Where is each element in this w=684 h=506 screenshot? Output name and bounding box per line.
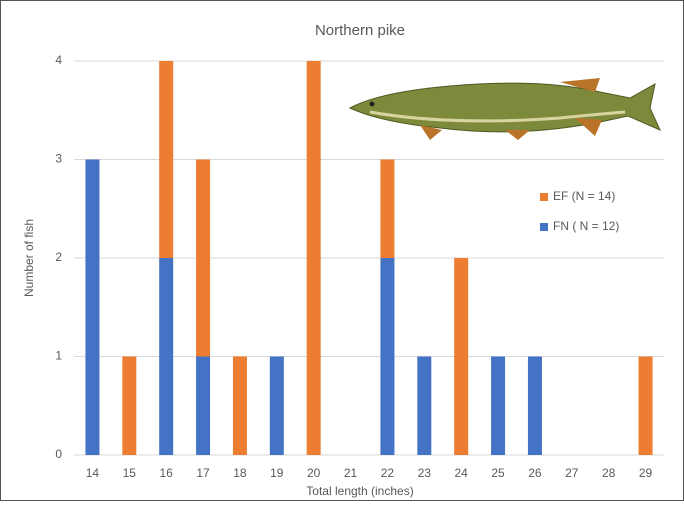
- x-tick-label: 27: [565, 466, 579, 480]
- x-tick-label: 21: [344, 466, 358, 480]
- x-tick-label: 20: [307, 466, 321, 480]
- bar-segment: [232, 356, 247, 455]
- bar-segment: [380, 258, 395, 455]
- y-tick-label: 0: [55, 447, 62, 461]
- y-tick-label: 1: [55, 349, 62, 363]
- bar-segment: [454, 258, 469, 455]
- x-tick-label: 19: [270, 466, 284, 480]
- bar-segment: [85, 159, 100, 455]
- bar-segment: [380, 159, 395, 258]
- legend-label: EF (N = 14): [553, 189, 615, 203]
- bar-segment: [638, 356, 653, 455]
- x-tick-label: 16: [160, 466, 174, 480]
- legend-label: FN ( N = 12): [553, 219, 619, 233]
- x-tick-label: 17: [196, 466, 210, 480]
- x-tick-label: 15: [123, 466, 137, 480]
- x-tick-label: 24: [455, 466, 469, 480]
- pike-illustration: [348, 78, 661, 140]
- legend-swatch: [540, 223, 548, 231]
- bar-segment: [269, 356, 284, 455]
- bar-segment: [196, 159, 211, 357]
- y-tick-label: 3: [55, 152, 62, 166]
- y-axis-title: Number of fish: [22, 219, 36, 297]
- bar-segment: [306, 61, 321, 455]
- bar-segment: [122, 356, 137, 455]
- bar-segment: [417, 356, 432, 455]
- x-tick-label: 22: [381, 466, 395, 480]
- y-tick-label: 2: [55, 250, 62, 264]
- bar-segment: [159, 258, 174, 455]
- y-tick-label: 4: [55, 53, 62, 67]
- bar-segment: [196, 356, 211, 455]
- x-tick-label: 23: [418, 466, 432, 480]
- x-tick-label: 18: [233, 466, 247, 480]
- x-tick-label: 29: [639, 466, 653, 480]
- x-tick-label: 25: [491, 466, 505, 480]
- x-tick-label: 28: [602, 466, 616, 480]
- x-tick-label: 26: [528, 466, 542, 480]
- chart-title: Northern pike: [315, 22, 405, 39]
- x-axis-title: Total length (inches): [306, 484, 413, 498]
- bar-segment: [527, 356, 542, 455]
- x-tick-label: 14: [86, 466, 100, 480]
- bar-segment: [491, 356, 506, 455]
- bar-segment: [159, 61, 174, 258]
- legend-swatch: [540, 193, 548, 201]
